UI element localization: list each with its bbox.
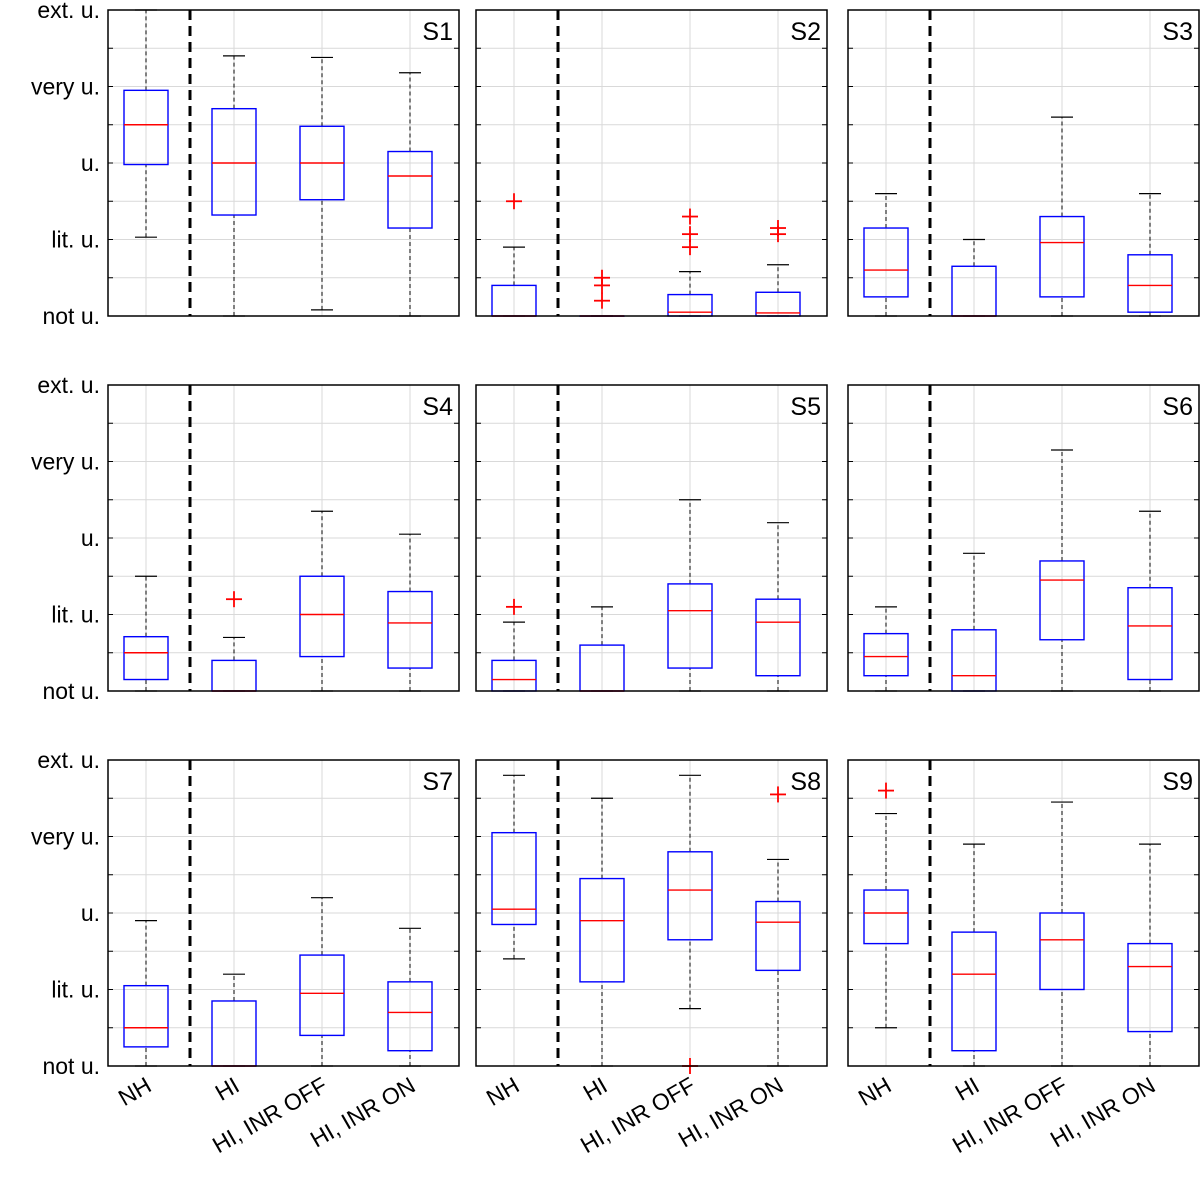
- box-s8-nh: [491, 774, 537, 960]
- outlier-marker: [506, 598, 522, 615]
- y-tick-label: very u.: [31, 74, 100, 100]
- y-tick-label: u.: [81, 900, 100, 926]
- panel-label: S1: [422, 18, 453, 46]
- iqr-box: [491, 831, 537, 926]
- box-s9-nh: [863, 782, 909, 1029]
- iqr-box: [123, 635, 169, 681]
- iqr-box: [123, 984, 169, 1048]
- box-s4-hi-inr-on: [387, 533, 433, 692]
- panel-frame: [847, 759, 1200, 1067]
- x-tick-label: NH: [854, 1072, 896, 1111]
- iqr-box: [1039, 912, 1085, 991]
- y-tick-label: u.: [81, 525, 100, 551]
- outlier-marker: [594, 269, 610, 286]
- outlier-marker: [594, 292, 610, 309]
- panel-label: S4: [422, 393, 453, 421]
- box-s3-hi-inr-off: [1039, 116, 1085, 317]
- iqr-box: [1127, 942, 1173, 1033]
- iqr-box: [579, 877, 625, 983]
- panel-label: S9: [1162, 768, 1193, 796]
- outlier-marker: [682, 226, 698, 243]
- iqr-box: [863, 889, 909, 945]
- panel-frame: [475, 759, 828, 1067]
- y-tick-label: not u.: [42, 303, 100, 329]
- panel-frame: [107, 759, 460, 1067]
- outlier-marker: [770, 220, 786, 237]
- box-s6-hi-inr-on: [1127, 510, 1173, 692]
- box-s2-hi-inr-on: [755, 220, 801, 317]
- iqr-box: [667, 851, 713, 941]
- iqr-box: [755, 900, 801, 972]
- iqr-box: [755, 598, 801, 677]
- panel-label: S3: [1162, 18, 1193, 46]
- iqr-box: [123, 89, 169, 166]
- iqr-box: [1039, 560, 1085, 641]
- panel-frame: [107, 384, 460, 692]
- panel-label: S7: [422, 768, 453, 796]
- iqr-box: [863, 227, 909, 298]
- y-tick-label: very u.: [31, 824, 100, 850]
- y-tick-label: ext. u.: [37, 372, 100, 398]
- iqr-box: [387, 590, 433, 669]
- box-s6-hi-inr-off: [1039, 449, 1085, 692]
- iqr-box: [299, 575, 345, 658]
- outlier-marker: [878, 782, 894, 799]
- y-tick-label: ext. u.: [37, 747, 100, 773]
- y-tick-label: ext. u.: [37, 0, 100, 23]
- panel-s2: S2: [475, 9, 828, 317]
- iqr-box: [863, 632, 909, 677]
- x-tick-label: NH: [482, 1072, 524, 1111]
- iqr-box: [1127, 254, 1173, 313]
- y-tick-label: not u.: [42, 1053, 100, 1079]
- panel-label: S2: [790, 18, 821, 46]
- iqr-box: [299, 954, 345, 1037]
- panel-frame: [847, 9, 1200, 317]
- x-tick-label: HI: [579, 1072, 612, 1106]
- y-tick-label: lit. u.: [51, 977, 100, 1003]
- x-tick-label: NH: [114, 1072, 156, 1111]
- x-tick-label: HI: [211, 1072, 244, 1106]
- outlier-marker: [506, 193, 522, 210]
- panel-label: S8: [790, 768, 821, 796]
- panel-label: S6: [1162, 393, 1193, 421]
- y-tick-label: very u.: [31, 449, 100, 475]
- panel-s5: S5: [475, 384, 828, 692]
- iqr-box: [387, 150, 433, 229]
- panel-s1: S1 not u. lit. u. u. very u. ext. u.: [31, 0, 460, 329]
- iqr-box: [211, 107, 257, 216]
- y-tick-label: lit. u.: [51, 602, 100, 628]
- y-tick-label: u.: [81, 150, 100, 176]
- y-tick-label: lit. u.: [51, 227, 100, 253]
- outlier-marker: [682, 208, 698, 225]
- outlier-marker: [226, 591, 242, 608]
- box-s5-hi-inr-on: [755, 522, 801, 692]
- iqr-box: [1127, 587, 1173, 681]
- panel-frame: [475, 9, 828, 317]
- panel-frame: [107, 9, 460, 317]
- panel-frame: [847, 384, 1200, 692]
- iqr-box: [1039, 215, 1085, 298]
- x-tick-label: HI: [951, 1072, 984, 1106]
- iqr-box: [667, 583, 713, 669]
- panel-s4: S4 not u. lit. u. u. very u. ext. u.: [31, 372, 460, 704]
- panel-s6: S6: [847, 384, 1200, 692]
- box-s1-hi-inr-off: [299, 56, 345, 311]
- outlier-marker: [770, 786, 786, 803]
- y-tick-label: not u.: [42, 678, 100, 704]
- panel-label: S5: [790, 393, 821, 421]
- iqr-box: [951, 931, 997, 1052]
- panel-s3: S3: [847, 9, 1200, 317]
- box-s5-nh: [491, 598, 537, 692]
- panel-frame: [475, 384, 828, 692]
- iqr-box: [387, 981, 433, 1052]
